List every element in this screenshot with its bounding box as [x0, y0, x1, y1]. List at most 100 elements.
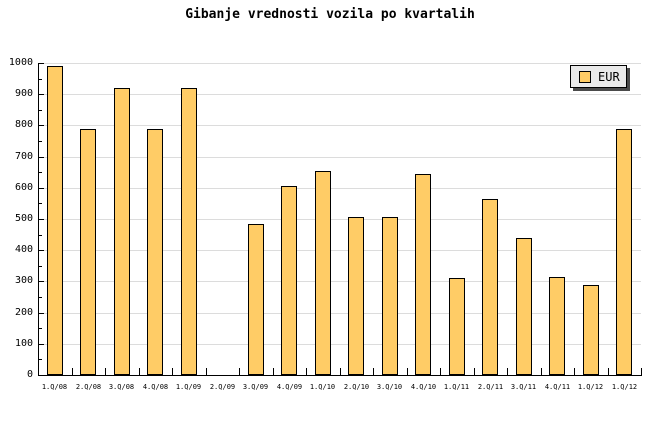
y-major-tick: [39, 312, 44, 314]
x-tick-label: 3.Q/09: [242, 383, 269, 391]
x-tick: [273, 368, 274, 375]
y-major-tick: [39, 187, 44, 189]
bar: [147, 129, 163, 375]
y-major-tick: [39, 63, 44, 64]
bar: [382, 217, 398, 375]
y-minor-tick: [39, 328, 42, 330]
bar: [181, 88, 197, 375]
y-tick-label: 700: [14, 150, 33, 162]
x-tick-label: 3.Q/11: [510, 383, 537, 391]
legend-box: EUR: [570, 65, 627, 88]
bar: [415, 174, 431, 375]
bar: [616, 129, 632, 375]
y-tick-label: 800: [14, 119, 33, 131]
y-tick-label: 200: [14, 306, 33, 318]
bar: [549, 277, 565, 375]
y-tick-label: 500: [14, 213, 33, 224]
x-tick: [239, 368, 240, 375]
gridline: [39, 187, 641, 189]
x-tick: [407, 368, 408, 375]
legend-label: EUR: [598, 69, 620, 84]
x-tick: [206, 368, 207, 375]
y-tick-label: 400: [14, 244, 33, 256]
x-tick-label: 2.Q/08: [75, 383, 102, 391]
x-tick: [306, 368, 307, 375]
y-tick-label: 1000: [8, 57, 33, 68]
x-tick-label: 4.Q/10: [410, 383, 437, 391]
gridline: [39, 343, 641, 345]
x-tick-label: 3.Q/08: [108, 383, 135, 391]
y-minor-tick: [39, 297, 42, 298]
x-tick-label: 4.Q/08: [142, 383, 169, 391]
bar: [348, 217, 364, 375]
x-tick-label: 1.Q/12: [577, 383, 604, 391]
y-minor-tick: [39, 141, 42, 142]
y-major-tick: [39, 375, 44, 376]
x-tick: [574, 368, 575, 375]
y-minor-tick: [39, 78, 42, 80]
y-minor-tick: [39, 359, 42, 361]
y-major-tick: [39, 156, 44, 158]
x-tick: [105, 368, 106, 375]
x-tick-label: 1.Q/09: [175, 383, 202, 391]
x-tick: [507, 368, 508, 375]
x-tick-label: 4.Q/09: [276, 383, 303, 391]
y-axis-line: [38, 63, 39, 376]
x-tick: [608, 368, 609, 375]
x-tick-label: 4.Q/11: [544, 383, 571, 391]
x-tick: [38, 368, 39, 375]
bar: [315, 171, 331, 375]
bar: [583, 285, 599, 375]
gridline: [39, 312, 641, 314]
gridline: [39, 63, 641, 64]
eur-series-swatch-icon: [579, 70, 591, 83]
y-tick-label: 0: [26, 369, 33, 380]
bar: [482, 199, 498, 375]
x-axis-line: [38, 375, 642, 376]
x-tick-label: 3.Q/10: [376, 383, 403, 391]
x-tick: [541, 368, 542, 375]
gridline: [39, 250, 641, 252]
x-tick-label: 2.Q/09: [209, 383, 236, 391]
y-major-tick: [39, 219, 44, 220]
y-major-tick: [39, 125, 44, 127]
x-tick-label: 1.Q/10: [309, 383, 336, 391]
y-minor-tick: [39, 234, 42, 236]
y-major-tick: [39, 250, 44, 252]
bar: [281, 186, 297, 375]
gridline: [39, 281, 641, 283]
y-tick-label: 900: [14, 88, 33, 100]
plot-area: [38, 63, 642, 376]
bar: [449, 278, 465, 375]
gridline: [39, 219, 641, 220]
gridline: [39, 125, 641, 127]
x-tick-label: 1.Q/08: [41, 383, 68, 391]
x-tick: [139, 368, 140, 375]
bar: [47, 66, 63, 375]
y-major-tick: [39, 94, 44, 96]
x-tick-label: 1.Q/11: [443, 383, 470, 391]
y-minor-tick: [39, 203, 42, 205]
bar: [80, 129, 96, 375]
x-tick: [340, 368, 341, 375]
x-tick: [474, 368, 475, 375]
y-major-tick: [39, 281, 44, 283]
bar: [248, 224, 264, 375]
bar: [516, 238, 532, 375]
y-minor-tick: [39, 265, 42, 267]
y-minor-tick: [39, 172, 42, 174]
y-tick-label: 600: [14, 181, 33, 193]
x-tick: [72, 368, 73, 375]
y-tick-label: 100: [14, 337, 33, 349]
y-tick-label: 300: [14, 275, 33, 287]
y-major-tick: [39, 343, 44, 345]
x-tick-label: 2.Q/10: [343, 383, 370, 391]
x-tick: [440, 368, 441, 375]
gridline: [39, 94, 641, 96]
y-minor-tick: [39, 109, 42, 111]
gridline: [39, 156, 641, 158]
x-tick: [172, 368, 173, 375]
x-tick: [641, 368, 642, 375]
bar: [114, 88, 130, 375]
